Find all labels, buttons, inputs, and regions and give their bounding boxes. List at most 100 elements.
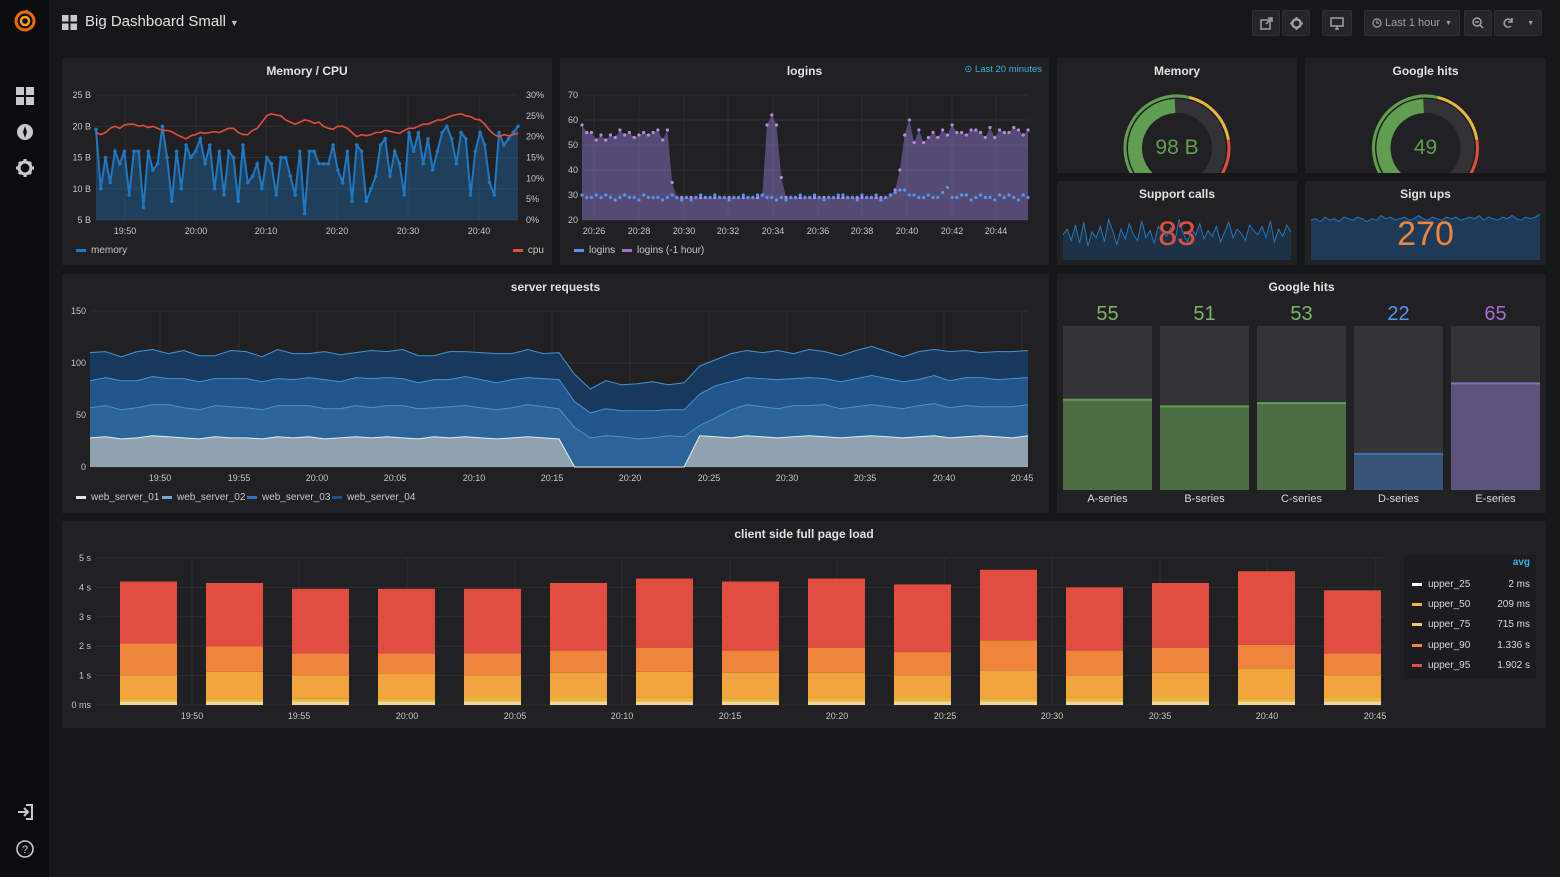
logins-point: [623, 193, 627, 197]
legend-row-upper_25[interactable]: upper_25 2 ms: [1404, 574, 1536, 594]
memory-point: [302, 211, 307, 216]
stacked-bar-segment: [1324, 675, 1381, 698]
stacked-bar-segment: [980, 670, 1037, 699]
y-tick-label: 5 s: [79, 553, 92, 563]
logins-point: [708, 195, 712, 200]
y-tick-label: 30%: [526, 90, 544, 100]
bar-D-series: [1354, 453, 1443, 490]
logins-hour-point: [836, 195, 840, 200]
legend-item-web-server-04[interactable]: web_server_04: [332, 492, 415, 503]
x-tick-label: 19:50: [114, 226, 137, 236]
logins-point: [950, 195, 954, 200]
legend-item-web-server-01[interactable]: web_server_01: [76, 492, 159, 503]
memory-point: [430, 168, 435, 172]
logins-hour-point: [940, 128, 945, 132]
memory-point: [326, 161, 331, 166]
series-area-web_server_02: [90, 403, 1028, 467]
stacked-bar-segment: [722, 701, 779, 705]
legend-label: upper_90: [1428, 639, 1471, 651]
logins-point: [599, 195, 603, 200]
logins-point: [618, 195, 622, 200]
logins-point: [936, 195, 940, 200]
legend-item-logins-hour[interactable]: logins (-1 hour): [622, 245, 704, 256]
logins-point: [888, 193, 893, 197]
memory-point: [222, 193, 226, 197]
zoom-out-button[interactable]: [1464, 10, 1492, 36]
x-tick-label: 20:10: [611, 711, 634, 721]
series-area-web_server_04: [90, 346, 1028, 413]
legend-label: cpu: [527, 245, 544, 256]
panel-title[interactable]: Support calls: [1138, 187, 1215, 201]
time-picker-button[interactable]: Last 1 hour ▼: [1364, 10, 1460, 36]
panel-memory-cpu: Memory / CPU 5 B 10 B 15 B 20 B 25 B 0% 5% 10% 1…: [62, 58, 552, 265]
legend-item-web-server-03[interactable]: web_server_03: [247, 492, 330, 503]
panel-title[interactable]: server requests: [510, 280, 601, 294]
legend-row-upper_50[interactable]: upper_50 209 ms: [1404, 594, 1536, 614]
x-tick-label: 20:30: [673, 226, 696, 236]
stacked-bar-segment: [1324, 653, 1381, 676]
x-tick-label: 20:40: [896, 226, 919, 236]
logins-point: [964, 193, 968, 197]
panel-title[interactable]: logins: [786, 64, 823, 78]
memory-point: [487, 180, 492, 185]
help-icon[interactable]: ?: [13, 837, 37, 861]
logins-point: [699, 193, 703, 197]
legend-item-web-server-02[interactable]: web_server_02: [162, 492, 245, 503]
legend-item-logins[interactable]: logins: [574, 245, 615, 256]
legend-row-upper_90[interactable]: upper_90 1.336 s: [1404, 635, 1536, 655]
legend-item-cpu[interactable]: cpu: [512, 245, 544, 256]
memory-point: [388, 174, 392, 179]
tv-mode-button[interactable]: [1322, 10, 1352, 36]
logins-point: [751, 195, 755, 200]
logins-hour-point: [604, 138, 608, 142]
share-button[interactable]: [1252, 10, 1280, 36]
memory-point: [426, 136, 430, 141]
memory-point: [421, 161, 425, 166]
stacked-bar-segment: [1324, 701, 1381, 705]
panel-title[interactable]: Memory / CPU: [266, 64, 348, 78]
panel-title[interactable]: Memory: [1153, 64, 1200, 78]
cpu-line: [95, 112, 519, 140]
x-tick-label: 20:40: [1256, 711, 1279, 721]
legend-item-memory[interactable]: memory: [76, 245, 127, 256]
stacked-bar-segment: [1066, 697, 1123, 702]
panel-title[interactable]: Google hits: [1268, 280, 1335, 294]
stacked-bar-segment: [292, 653, 349, 676]
x-tick-label: 20:34: [762, 226, 785, 236]
logins-point: [637, 198, 641, 202]
refresh-button[interactable]: ▼: [1494, 10, 1542, 36]
legend-row-upper_75[interactable]: upper_75 715 ms: [1404, 615, 1536, 635]
logins-hour-point: [855, 195, 859, 200]
logins-point: [642, 193, 646, 197]
stacked-bar-segment: [378, 588, 435, 654]
legend-row-upper_95[interactable]: upper_95 1.902 s: [1404, 655, 1536, 675]
memory-point: [468, 193, 473, 197]
compass-icon[interactable]: [13, 120, 37, 144]
logins-point: [755, 193, 760, 197]
logins-hour-point: [765, 123, 769, 127]
panel-title[interactable]: client side full page load: [734, 527, 874, 541]
logins-point: [831, 195, 836, 200]
logins-point: [922, 195, 926, 200]
logins-point: [746, 195, 750, 200]
sign-in-icon[interactable]: [13, 800, 37, 824]
grafana-logo-icon[interactable]: [13, 9, 37, 33]
logins-point: [580, 193, 584, 197]
gear-icon[interactable]: [13, 156, 37, 180]
logins-point: [803, 195, 807, 200]
logins-hour-point: [741, 195, 745, 200]
panel-title[interactable]: Sign ups: [1400, 187, 1451, 201]
dashboard-settings-button[interactable]: [1282, 10, 1310, 36]
dashboard-title[interactable]: Big Dashboard Small ▼: [85, 13, 239, 30]
legend-avg-header[interactable]: avg: [1512, 557, 1530, 568]
memory-point: [136, 149, 141, 154]
y-tick-label: 25%: [526, 111, 544, 121]
memory-point: [241, 143, 245, 147]
logins-point: [917, 195, 921, 200]
dashboards-grid-icon[interactable]: [13, 84, 37, 108]
panel-title[interactable]: Google hits: [1392, 64, 1459, 78]
logins-hour-point: [699, 195, 703, 200]
stacked-bar-segment: [464, 697, 521, 702]
gauge-fill: [1376, 99, 1425, 173]
logins-hour-point: [822, 195, 826, 200]
